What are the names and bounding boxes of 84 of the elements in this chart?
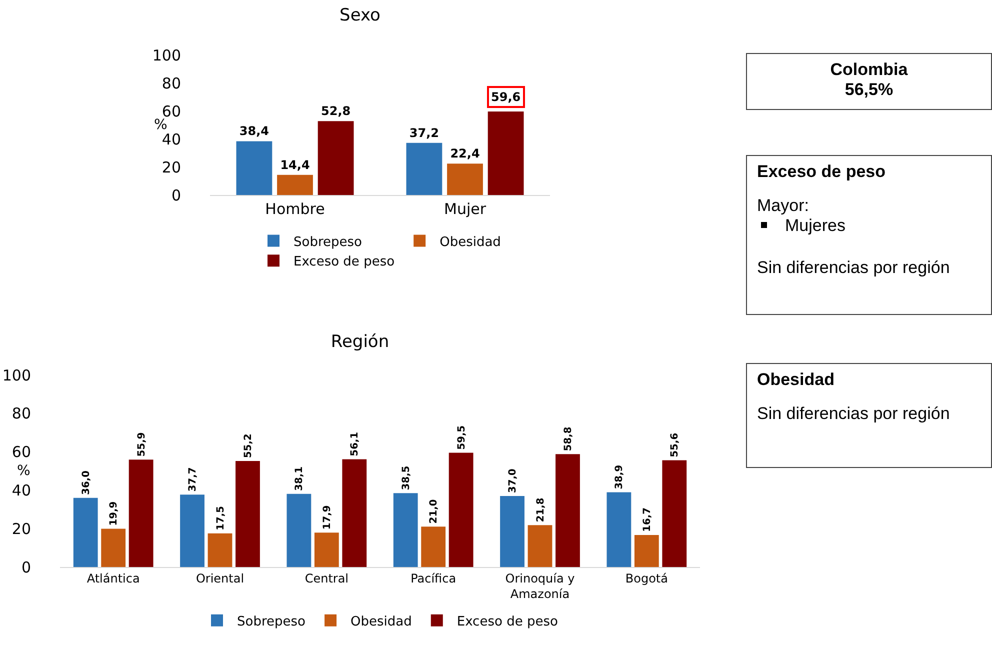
y-tick-label: 100 — [152, 46, 181, 64]
bar — [662, 460, 687, 567]
bar — [606, 492, 632, 567]
data-label: 16,7 — [642, 507, 653, 532]
y-axis-title: % — [17, 463, 30, 479]
chart-title: Región — [330, 332, 390, 352]
data-label: 37,7 — [188, 467, 199, 492]
data-label: 55,9 — [136, 432, 148, 457]
y-tick-label: 60 — [12, 443, 31, 462]
text: Mayor: — [757, 196, 809, 215]
x-tick-label: Hombre — [265, 200, 325, 218]
bar — [634, 534, 659, 567]
bar — [528, 525, 552, 567]
y-tick-label: 40 — [12, 481, 31, 500]
text: 56,5% — [844, 80, 894, 100]
bar — [101, 528, 126, 567]
data-label: 21,0 — [428, 499, 440, 524]
x-tick-label: Mujer — [444, 200, 487, 218]
bar — [393, 493, 418, 567]
legend-label: Sobrepeso — [237, 614, 306, 630]
text: Sin diferencias por región — [757, 258, 950, 277]
bar — [342, 459, 367, 567]
data-label: 38,4 — [239, 124, 270, 138]
text: Mujeres — [785, 216, 846, 235]
x-tick-label: Atlántica — [86, 571, 140, 586]
data-label: 59,5 — [456, 425, 468, 450]
y-tick-label: 20 — [162, 158, 181, 176]
bar — [406, 142, 442, 195]
legend-label: Obesidad — [440, 234, 501, 250]
data-label: 14,4 — [280, 158, 310, 172]
data-label: 38,5 — [400, 466, 412, 490]
bar — [128, 460, 154, 567]
x-tick-label: Bogotá — [625, 571, 668, 586]
data-label: 56,1 — [350, 432, 361, 456]
x-tick-label: Oriental — [196, 571, 244, 586]
data-label: 21,8 — [535, 498, 546, 522]
y-tick-label: 40 — [162, 130, 181, 148]
text: Sin diferencias por región — [757, 404, 950, 423]
x-tick-label: Orinoquía y Amazonía — [505, 571, 575, 601]
y-tick-label: 0 — [171, 186, 181, 204]
data-label: 17,9 — [322, 505, 333, 530]
x-tick-label: Pacífica — [410, 571, 456, 586]
bar — [236, 141, 272, 195]
data-label: 37,0 — [508, 468, 519, 493]
data-label: 58,8 — [563, 426, 574, 452]
legend-label: Sobrepeso — [294, 234, 362, 250]
legend-label: Exceso de peso — [294, 254, 395, 270]
bar — [208, 533, 232, 567]
bar — [73, 498, 98, 567]
x-tick-label: Central — [304, 571, 349, 586]
text: Obesidad — [757, 370, 836, 390]
legend-label: Obesidad — [350, 614, 412, 630]
data-label: 38,1 — [294, 466, 306, 491]
text: Exceso de peso — [757, 162, 887, 182]
bar — [314, 532, 339, 567]
data-label: 17,5 — [215, 506, 226, 530]
y-tick-label: 20 — [12, 520, 31, 538]
data-label: 38,9 — [614, 464, 626, 490]
bar — [286, 494, 312, 567]
data-label: 22,4 — [450, 146, 480, 161]
bar — [421, 526, 446, 567]
bar — [448, 452, 474, 567]
data-label: 36,0 — [80, 470, 92, 495]
bar — [447, 164, 483, 195]
y-tick-label: 80 — [162, 74, 181, 92]
bar — [556, 454, 580, 567]
data-label: 55,6 — [670, 432, 681, 458]
chart-title: Sexo — [340, 6, 380, 26]
data-label: 52,8 — [320, 104, 351, 118]
y-tick-label: 80 — [12, 404, 31, 423]
data-label: 37,2 — [409, 126, 440, 140]
bar — [488, 112, 524, 195]
y-tick-label: 0 — [21, 558, 31, 576]
y-tick-label: 100 — [2, 366, 31, 384]
bar — [318, 121, 354, 195]
text: Colombia — [829, 60, 909, 80]
annotation: 59,6 — [491, 90, 521, 104]
data-label: 55,2 — [243, 434, 254, 458]
bar — [236, 461, 260, 567]
data-label: 19,9 — [108, 501, 120, 526]
legend-label: Exceso de peso — [456, 614, 558, 630]
bar — [277, 174, 313, 195]
bar — [180, 494, 204, 567]
bar — [500, 496, 524, 567]
